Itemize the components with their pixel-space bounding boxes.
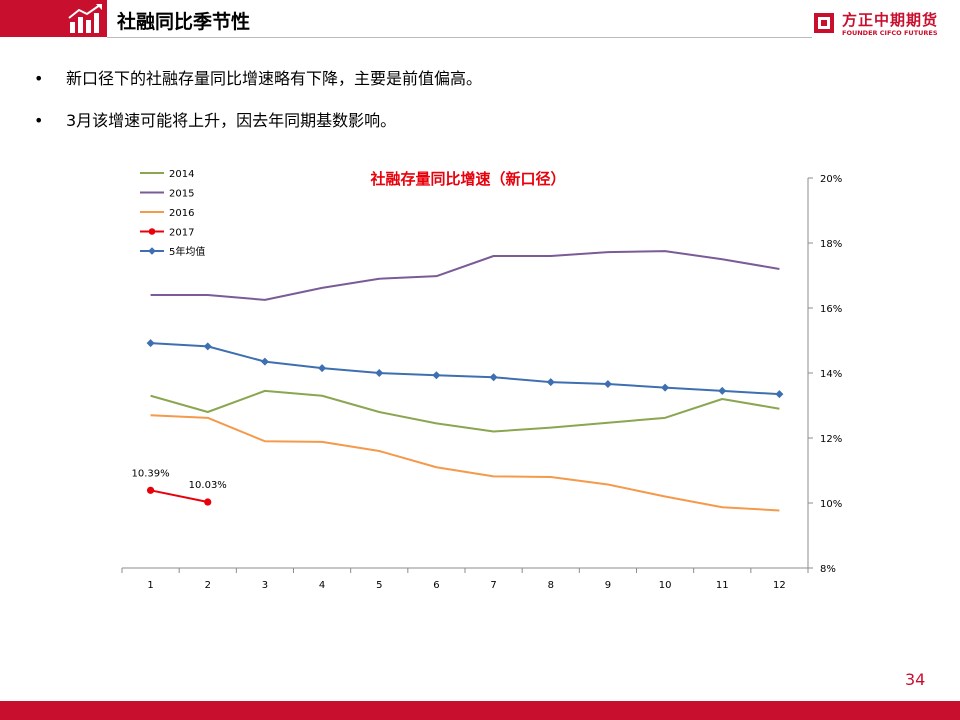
y-tick-label: 18%: [820, 239, 842, 250]
x-tick-label: 12: [773, 580, 786, 591]
data-point-marker: [375, 369, 384, 377]
data-point-marker: [432, 371, 441, 380]
legend-label: 5年均值: [169, 245, 205, 258]
x-tick-label: 9: [605, 580, 611, 591]
data-point-marker: [203, 342, 212, 351]
y-tick-label: 20%: [820, 174, 842, 185]
data-point-marker: [318, 364, 327, 373]
bullet-text: 3月该增速可能将上升，因去年同期基数影响。: [66, 111, 397, 130]
x-tick-label: 4: [319, 580, 325, 591]
data-label: 10.39%: [132, 468, 170, 479]
x-tick-label: 2: [205, 580, 211, 591]
y-tick-label: 16%: [820, 304, 842, 315]
footer-bar: [0, 701, 960, 720]
data-point-marker: [204, 498, 212, 506]
company-logo: 方正中期期货 FOUNDER CIFCO FUTURES: [812, 9, 952, 39]
data-point-marker: [489, 373, 498, 382]
x-tick-label: 5: [376, 580, 382, 591]
x-tick-label: 3: [262, 580, 268, 591]
x-tick-label: 11: [716, 580, 729, 591]
x-tick-label: 6: [433, 580, 439, 591]
data-point-marker: [603, 380, 612, 389]
slide-title: 社融同比季节性: [117, 11, 251, 33]
series-line: [150, 489, 208, 504]
bullet-item: • 3月该增速可能将上升，因去年同期基数影响。: [34, 111, 397, 130]
series-line: [150, 342, 780, 396]
data-point-marker: [661, 383, 670, 392]
x-tick-label: 8: [548, 580, 554, 591]
data-point-marker: [146, 339, 155, 348]
founder-logo-icon: [814, 13, 834, 33]
chart-title: 社融存量同比增速（新口径）: [369, 170, 565, 188]
logo-text-cn: 方正中期期货: [842, 11, 939, 29]
logo-text-en: FOUNDER CIFCO FUTURES: [842, 29, 938, 37]
data-point-marker: [546, 378, 555, 387]
title-divider: [107, 37, 812, 38]
data-point-marker: [775, 390, 784, 399]
y-tick-label: 8%: [820, 564, 836, 575]
series-line: [150, 250, 780, 301]
data-point-marker: [718, 386, 727, 395]
bar-chart-growth-icon: [68, 4, 102, 33]
bullet-item: • 新口径下的社融存量同比增速略有下降，主要是前值偏高。: [34, 69, 483, 88]
legend-label: 2014: [169, 169, 194, 180]
page-number: 34: [905, 670, 926, 689]
series-line: [150, 389, 780, 433]
legend-swatch-marker: [148, 228, 156, 235]
bullet-text: 新口径下的社融存量同比增速略有下降，主要是前值偏高。: [66, 69, 483, 88]
x-tick-label: 7: [490, 580, 496, 591]
x-tick-label: 10: [659, 580, 672, 591]
legend-swatch-marker: [148, 247, 156, 255]
y-tick-label: 14%: [820, 369, 842, 380]
legend-label: 2017: [169, 228, 194, 239]
data-point-marker: [146, 486, 155, 494]
series-line: [150, 414, 780, 512]
data-label: 10.03%: [189, 480, 227, 491]
legend-label: 2015: [169, 189, 194, 200]
data-point-marker: [260, 357, 269, 366]
y-tick-label: 10%: [820, 499, 842, 510]
x-tick-label: 1: [147, 580, 153, 591]
bullet-list: • 新口径下的社融存量同比增速略有下降，主要是前值偏高。 • 3月该增速可能将上升，…: [34, 68, 482, 152]
legend-label: 2016: [169, 208, 194, 219]
y-tick-label: 12%: [820, 434, 842, 445]
